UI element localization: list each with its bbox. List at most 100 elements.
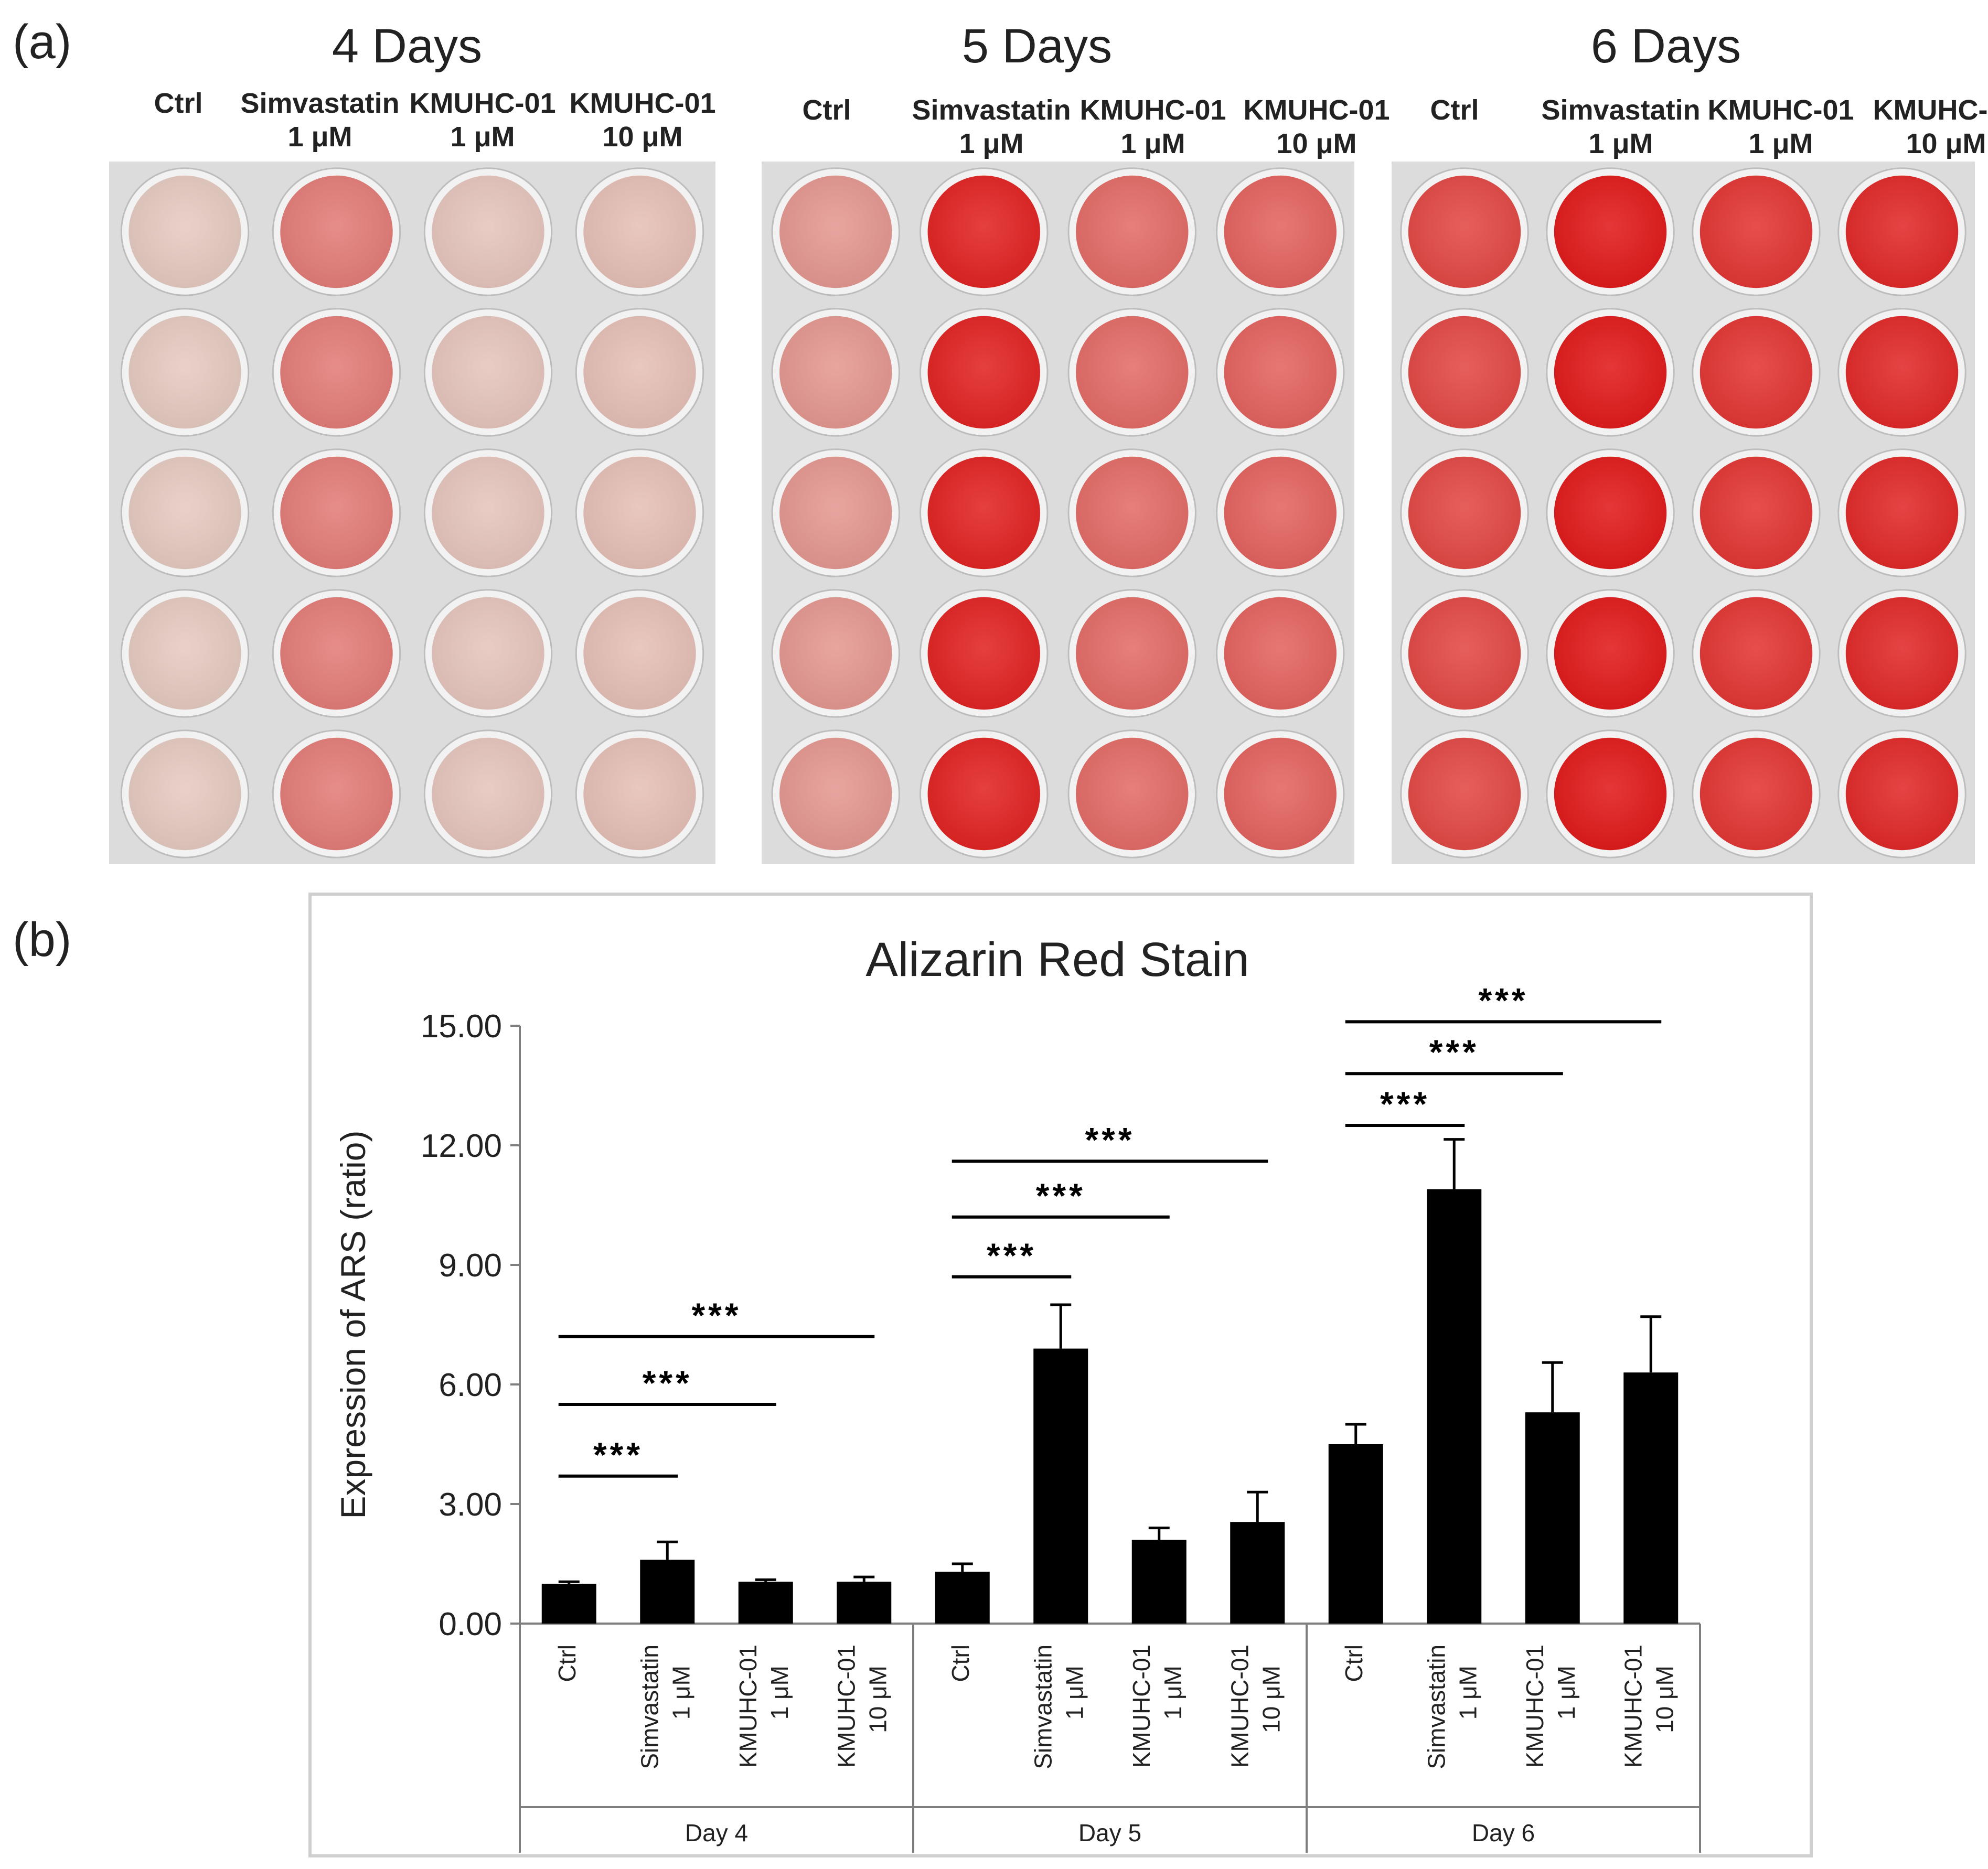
category-label: Ctrl (553, 1645, 581, 1682)
well (927, 316, 1040, 429)
category-label-line2: 10 μM (1651, 1666, 1678, 1733)
category-label-line1: KMUHC-01 (832, 1645, 860, 1768)
category-label: KMUHC-01 10 μM (1226, 1645, 1285, 1768)
well (1845, 456, 1959, 570)
well (779, 737, 892, 851)
plate-title-4-days: 4 Days (332, 19, 483, 73)
bar (1525, 1412, 1580, 1624)
well (280, 597, 393, 710)
category-label-line1: Ctrl (1340, 1645, 1367, 1682)
category-label-line1: Ctrl (553, 1645, 581, 1682)
category-label: KMUHC-01 10 μM (832, 1645, 891, 1768)
column-label-line1: Simvastatin (1541, 94, 1701, 126)
well (583, 316, 696, 429)
well (280, 456, 393, 570)
well (927, 597, 1040, 710)
well (1076, 316, 1189, 429)
significance-label: *** (643, 1363, 692, 1402)
bar (541, 1584, 596, 1624)
column-label-line2: 1 μM (959, 128, 1024, 159)
category-label: KMUHC-01 10 μM (1619, 1645, 1678, 1768)
category-label-line1: KMUHC-01 (1619, 1645, 1647, 1768)
group-label: Day 4 (685, 1819, 748, 1846)
well (1554, 737, 1667, 851)
well (432, 737, 544, 851)
plate-2-column-label: Ctrl (1365, 93, 1544, 127)
bar (1131, 1540, 1187, 1624)
bar (1033, 1348, 1088, 1624)
bar (738, 1582, 793, 1624)
well (1224, 316, 1337, 429)
well-plate-5-days (762, 162, 1354, 864)
significance-label: *** (987, 1236, 1036, 1275)
plate-0-column-label: Ctrl (89, 87, 268, 120)
well (280, 175, 393, 288)
significance-label: *** (1085, 1120, 1135, 1159)
well (583, 597, 696, 710)
y-tick-label: 0.00 (439, 1606, 502, 1642)
category-label: Ctrl (947, 1645, 974, 1682)
plate-1-column-label: KMUHC-01 10 μM (1227, 93, 1406, 160)
well (1554, 175, 1667, 288)
category-label: KMUHC-01 1 μM (734, 1645, 793, 1768)
plate-title-5-days: 5 Days (961, 19, 1113, 73)
well (1700, 737, 1813, 851)
significance-label: *** (1429, 1033, 1479, 1071)
well (1408, 175, 1521, 288)
well (1554, 597, 1667, 710)
well (129, 737, 241, 851)
significance-label: *** (691, 1296, 741, 1335)
y-axis-label: Expression of ARS (ratio) (334, 1131, 372, 1519)
bar (1328, 1444, 1383, 1624)
column-label-line2: 1 μM (287, 121, 352, 153)
panel-b-letter: (b) (13, 913, 72, 966)
well (1845, 316, 1959, 429)
bar (1623, 1372, 1679, 1624)
bar-chart: Alizarin Red Stain Expression of ARS (rat… (334, 933, 1701, 1853)
panel-a-letter: (a) (13, 15, 72, 69)
well (1845, 597, 1959, 710)
category-label-line1: Simvastatin (636, 1645, 663, 1769)
well (779, 456, 892, 570)
well (1076, 737, 1189, 851)
plate-1-column-label: Simvastatin 1 μM (902, 93, 1081, 160)
significance-label: *** (1380, 1084, 1430, 1123)
well (927, 737, 1040, 851)
category-label-line2: 1 μM (667, 1666, 694, 1720)
y-tick-label: 6.00 (439, 1367, 502, 1403)
well-plate-4-days (109, 162, 715, 864)
column-label-line1: Ctrl (154, 88, 203, 119)
well (583, 175, 696, 288)
category-label-line1: KMUHC-01 (734, 1645, 762, 1768)
chart-title: Alizarin Red Stain (865, 933, 1249, 986)
well (779, 316, 892, 429)
well (1408, 456, 1521, 570)
well-plate-6-days (1392, 162, 1975, 864)
category-label: KMUHC-01 1 μM (1128, 1645, 1187, 1768)
category-label-line2: 10 μM (864, 1666, 891, 1733)
plate-1-column-label: KMUHC-01 1 μM (1064, 93, 1242, 160)
bar (935, 1572, 990, 1624)
column-label-line1: KMUHC-01 (1243, 94, 1390, 126)
y-tick-label: 15.00 (421, 1008, 502, 1045)
category-label: Simvastatin 1 μM (1423, 1645, 1481, 1769)
significance-label: *** (593, 1435, 643, 1474)
column-label-line2: 1 μM (1588, 128, 1653, 159)
well (1700, 316, 1813, 429)
bar (1427, 1189, 1482, 1624)
category-label-line2: 1 μM (1553, 1666, 1580, 1720)
category-label-line2: 10 μM (1257, 1666, 1285, 1733)
well (1224, 737, 1337, 851)
category-label-line2: 1 μM (1061, 1666, 1088, 1720)
column-label-line1: KMUHC-01 (409, 88, 556, 119)
well (1554, 456, 1667, 570)
category-label-line1: KMUHC-01 (1128, 1645, 1155, 1768)
well (1700, 175, 1813, 288)
well (1224, 175, 1337, 288)
column-label-line1: KMUHC-01 (569, 88, 716, 119)
well (1076, 456, 1189, 570)
well (1224, 597, 1337, 710)
group-label: Day 5 (1078, 1819, 1141, 1846)
column-label-line2: 1 μM (1120, 128, 1185, 159)
